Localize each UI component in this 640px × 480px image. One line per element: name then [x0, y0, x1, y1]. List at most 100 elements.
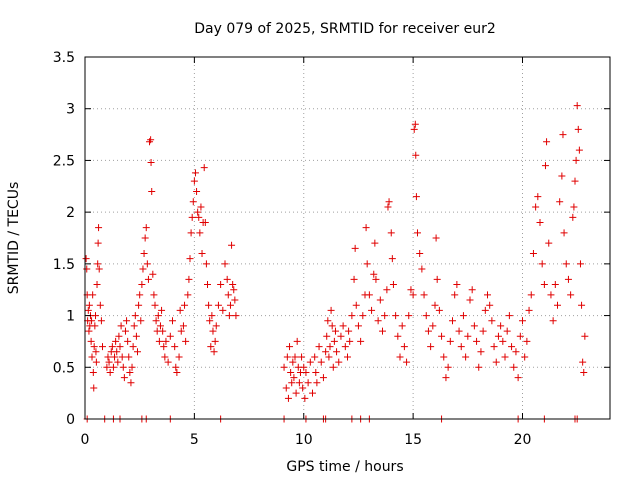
data-point [459, 312, 467, 320]
data-point [280, 363, 288, 371]
data-point [403, 358, 411, 366]
data-point [121, 327, 129, 335]
data-point [484, 291, 491, 299]
data-point [154, 312, 162, 320]
data-point [449, 317, 456, 325]
data-point [290, 374, 298, 382]
plot-frame [84, 56, 611, 420]
data-point [559, 131, 567, 139]
data-point [556, 198, 564, 206]
data-point [128, 363, 136, 371]
data-point [114, 358, 122, 366]
data-point [186, 255, 194, 263]
data-point [438, 332, 446, 340]
data-point [124, 337, 132, 345]
data-point [407, 286, 415, 294]
data-point [324, 317, 332, 325]
data-point [125, 353, 133, 361]
data-point [179, 322, 187, 330]
data-point [97, 317, 105, 325]
data-point [140, 250, 148, 258]
data-point [420, 291, 428, 299]
data-point [126, 368, 134, 376]
data-point [221, 260, 229, 268]
data-point [87, 337, 95, 345]
ticks: 0 0.5 1 1.5 2 2.5 3 3.5 0 5 10 15 20 [53, 50, 610, 448]
data-point [91, 322, 99, 330]
data-point [339, 322, 347, 330]
data-point [442, 374, 450, 382]
data-point [223, 275, 231, 283]
data-point [422, 312, 430, 320]
data-point [468, 286, 476, 294]
data-point [315, 343, 323, 351]
data-point [564, 275, 572, 283]
data-point [574, 125, 582, 133]
data-point [95, 265, 103, 273]
data-point [191, 169, 199, 177]
data-point [90, 343, 98, 351]
y-tick-label: 2.5 [53, 153, 75, 169]
data-point [497, 322, 505, 330]
data-layer [82, 102, 589, 423]
data-point [181, 301, 189, 309]
data-point [335, 358, 343, 366]
data-point [466, 296, 474, 304]
data-point [416, 250, 424, 258]
data-point [581, 332, 589, 340]
data-point [384, 203, 392, 211]
data-point [129, 343, 137, 351]
data-point [412, 151, 420, 159]
data-point [516, 332, 524, 340]
data-point [147, 158, 155, 166]
data-point [92, 348, 100, 356]
data-point [85, 327, 93, 335]
data-point [292, 389, 300, 397]
x-tick-label: 15 [404, 432, 422, 448]
data-point [119, 363, 127, 371]
data-point [88, 317, 96, 325]
data-point [527, 291, 535, 299]
data-point [385, 198, 393, 206]
data-point [210, 348, 218, 356]
data-point [304, 379, 312, 387]
data-point [477, 348, 485, 356]
data-point [302, 368, 310, 376]
data-point [137, 317, 145, 325]
data-point [410, 125, 418, 133]
data-point [287, 368, 295, 376]
data-point [288, 379, 296, 387]
y-tick-label: 3 [66, 102, 75, 118]
data-point [219, 306, 227, 314]
data-point [370, 270, 378, 278]
data-point [431, 301, 439, 309]
data-point [534, 193, 542, 201]
data-point [572, 156, 580, 164]
data-point [104, 353, 112, 361]
data-point [345, 327, 353, 335]
data-point [560, 229, 568, 237]
data-point [147, 136, 155, 144]
data-point [562, 260, 570, 268]
data-point [455, 327, 463, 335]
data-point [94, 260, 102, 268]
data-point [283, 353, 291, 361]
data-point [159, 327, 167, 335]
data-point [387, 229, 395, 237]
data-point [392, 312, 400, 320]
data-point [298, 353, 306, 361]
data-point [311, 353, 319, 361]
data-point [109, 363, 117, 371]
data-point [554, 301, 561, 309]
data-point [197, 203, 205, 211]
data-point [211, 337, 219, 345]
data-point [115, 332, 123, 340]
data-point [201, 218, 209, 226]
data-point [365, 291, 373, 299]
data-point [195, 213, 203, 221]
data-point [575, 146, 583, 154]
data-point [155, 337, 163, 345]
data-point [371, 239, 379, 247]
data-point [388, 255, 396, 263]
data-point [189, 198, 197, 206]
